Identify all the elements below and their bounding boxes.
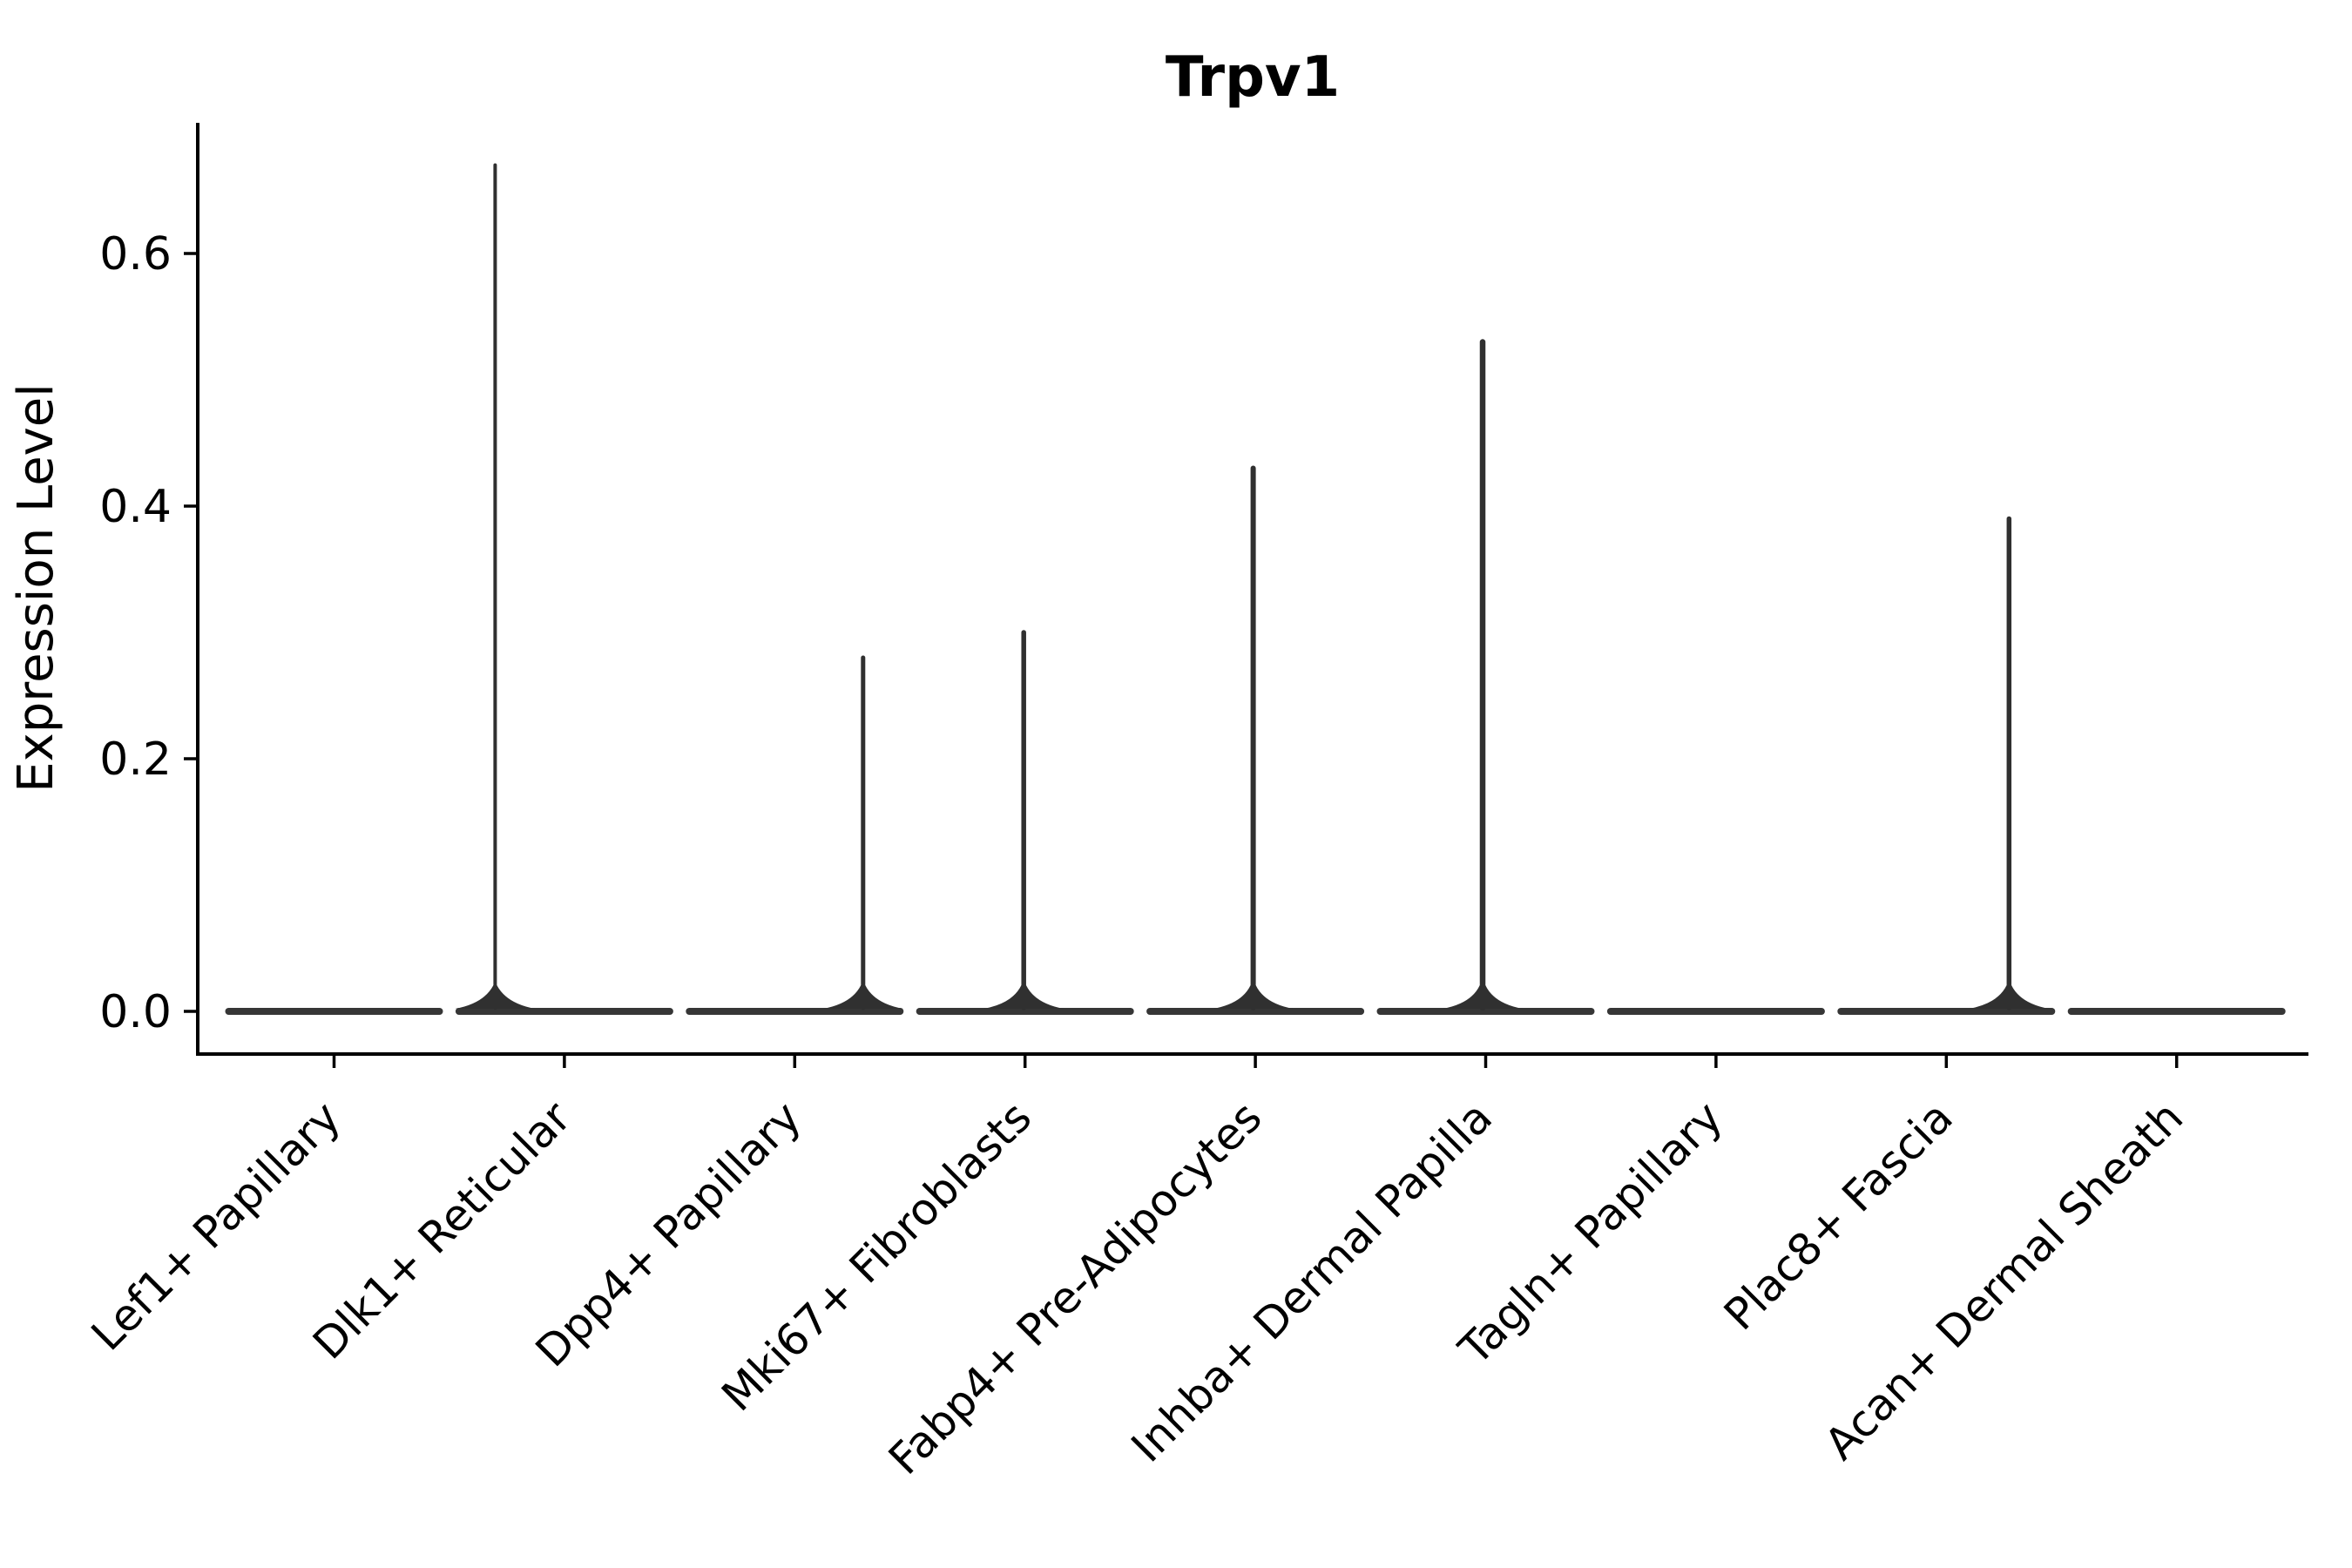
y-tick-label: 0.4 — [99, 481, 172, 533]
x-category-label: Lef1+ Papillary — [82, 1092, 350, 1360]
y-axis-label: Expression Level — [8, 383, 64, 793]
y-tick-label: 0.6 — [99, 228, 172, 280]
x-category-label: Fabp4+ Pre-Adipocytes — [879, 1092, 1272, 1484]
y-tick-label: 0.0 — [99, 986, 172, 1038]
x-category-label: Plac8+ Fascia — [1714, 1092, 1963, 1340]
plot-title: Trpv1 — [1166, 45, 1340, 110]
y-tick-label: 0.2 — [99, 733, 172, 786]
